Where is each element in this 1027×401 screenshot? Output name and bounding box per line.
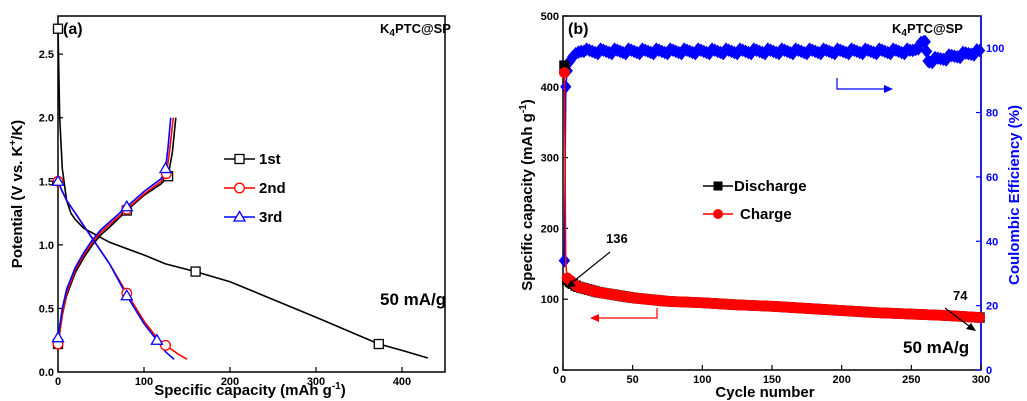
y-tick-label: 2.5 <box>39 49 54 61</box>
panel-a-legend: 1st 2nd 3rd <box>224 151 286 226</box>
data-point <box>158 161 173 174</box>
y2-tick-label: 0 <box>986 365 992 377</box>
panel-a-current-note: 50 mA/g <box>380 290 446 309</box>
legend-square-marker <box>713 181 723 191</box>
x-tick-label: 200 <box>832 374 850 386</box>
legend-label-2nd: 2nd <box>259 180 286 197</box>
ce-data-point <box>922 54 934 68</box>
y2-tick-label: 80 <box>986 108 998 120</box>
ce-data-point <box>919 34 931 49</box>
callout-136-arrowhead <box>566 280 576 288</box>
data-point <box>52 23 64 34</box>
data-point <box>150 333 164 345</box>
y2-tick-label: 60 <box>986 172 998 184</box>
y-tick-label: 1.0 <box>39 240 54 252</box>
callout-74-arrowhead <box>966 323 976 331</box>
panel-b-series <box>558 34 986 323</box>
legend-label-3rd: 3rd <box>259 209 282 226</box>
legend-item-1st: 1st <box>224 151 281 168</box>
panel-b-ticks: 0 50 100 150 200 250 3000100200300400500020406… <box>541 11 1005 386</box>
legend-circle-marker <box>713 209 723 219</box>
ce-data-point <box>558 253 571 268</box>
y2-tick-label: 20 <box>986 301 998 313</box>
x-tick-label: 300 <box>307 376 325 388</box>
axis-direction-arrow-right <box>836 78 893 93</box>
y2-tick-label: 40 <box>986 236 998 248</box>
data-point <box>51 330 65 343</box>
x-tick-label: 0 <box>560 374 566 386</box>
charge-data-point <box>558 67 570 79</box>
data-point <box>120 288 134 301</box>
x-tick-label: 150 <box>763 374 781 386</box>
y-tick-label: 100 <box>541 294 559 306</box>
x-tick-label: 50 <box>627 374 639 386</box>
y-tick-label: 1.5 <box>39 176 54 188</box>
panel-a-tag: (a) <box>63 21 83 38</box>
panel-a-series <box>57 28 429 360</box>
legend-item-3rd: 3rd <box>224 209 282 226</box>
panel-b-y-axis-label: Specific capacity (mAh g-1) <box>518 99 536 290</box>
data-point <box>120 199 134 212</box>
legend-item-charge: Charge <box>703 206 792 223</box>
legend-circle-marker <box>234 182 245 194</box>
x-tick-label: 100 <box>135 376 153 388</box>
callout-136-arrow <box>568 251 611 286</box>
panel-b-y2-axis-label: Coulombic Efficiency (%) <box>1006 105 1023 285</box>
callout-136: 136 <box>606 231 628 246</box>
panel-a-sample-label: K4PTC@SP <box>380 21 451 39</box>
legend-triangle-marker <box>232 210 247 222</box>
legend-label-discharge: Discharge <box>734 178 807 195</box>
y-tick-label: 0.5 <box>39 303 54 315</box>
panel-b-sample-label: K4PTC@SP <box>892 21 963 39</box>
ce-data-point <box>560 80 572 94</box>
series-line-1st-discharge <box>57 28 429 359</box>
y-tick-label: 500 <box>541 11 559 23</box>
panel-b-current-note: 50 mA/g <box>903 338 969 357</box>
x-tick-label: 250 <box>902 374 920 386</box>
panel-a-plot-area <box>57 15 446 373</box>
charge-data-point <box>974 312 986 323</box>
y-tick-label: 300 <box>541 153 559 165</box>
x-tick-label: 300 <box>972 374 990 386</box>
y-tick-label: 0.0 <box>39 367 54 379</box>
x-tick-label: 200 <box>221 376 239 388</box>
legend-item-discharge: Discharge <box>703 178 807 195</box>
y-tick-label: 2.0 <box>39 113 54 125</box>
panel-b: 0 50 100 150 200 250 3000100200300400500020406… <box>518 11 1023 401</box>
y-tick-label: 200 <box>541 223 559 235</box>
callout-74-arrow <box>944 307 974 330</box>
data-point <box>51 174 65 186</box>
x-tick-label: 0 <box>55 376 61 388</box>
panel-a-y-axis-label: Potential (V vs. K+/K) <box>8 120 26 268</box>
legend-item-2nd: 2nd <box>224 180 286 197</box>
panel-b-x-axis-label: Cycle number <box>715 384 814 401</box>
data-point <box>160 339 171 351</box>
panel-a-markers <box>51 23 384 351</box>
panel-a: 0 100 200 300 400 0.0 0.5 1.0 1.5 2.0 2.5 (a) K4PT… <box>8 15 451 399</box>
legend-label-1st: 1st <box>259 151 281 168</box>
ce-data-point <box>973 43 986 58</box>
x-tick-label: 400 <box>393 376 411 388</box>
panel-b-tag: (b) <box>568 21 588 38</box>
data-point <box>373 338 384 350</box>
panel-a-ticks: 0 100 200 300 400 0.0 0.5 1.0 1.5 2.0 2.5 <box>39 49 411 388</box>
panel-a-x-axis-label: Specific capacity (mAh g-1) <box>154 381 345 399</box>
y-tick-label: 400 <box>541 82 559 94</box>
legend-square-marker <box>234 153 245 165</box>
panel-b-legend: Discharge Charge <box>703 178 807 223</box>
y2-tick-label: 100 <box>986 43 1004 55</box>
y-tick-label: 0 <box>553 365 559 377</box>
callout-74: 74 <box>953 288 968 303</box>
legend-label-charge: Charge <box>740 206 792 223</box>
data-point <box>190 266 201 277</box>
x-tick-label: 100 <box>693 374 711 386</box>
axis-direction-arrow-left <box>590 308 658 322</box>
